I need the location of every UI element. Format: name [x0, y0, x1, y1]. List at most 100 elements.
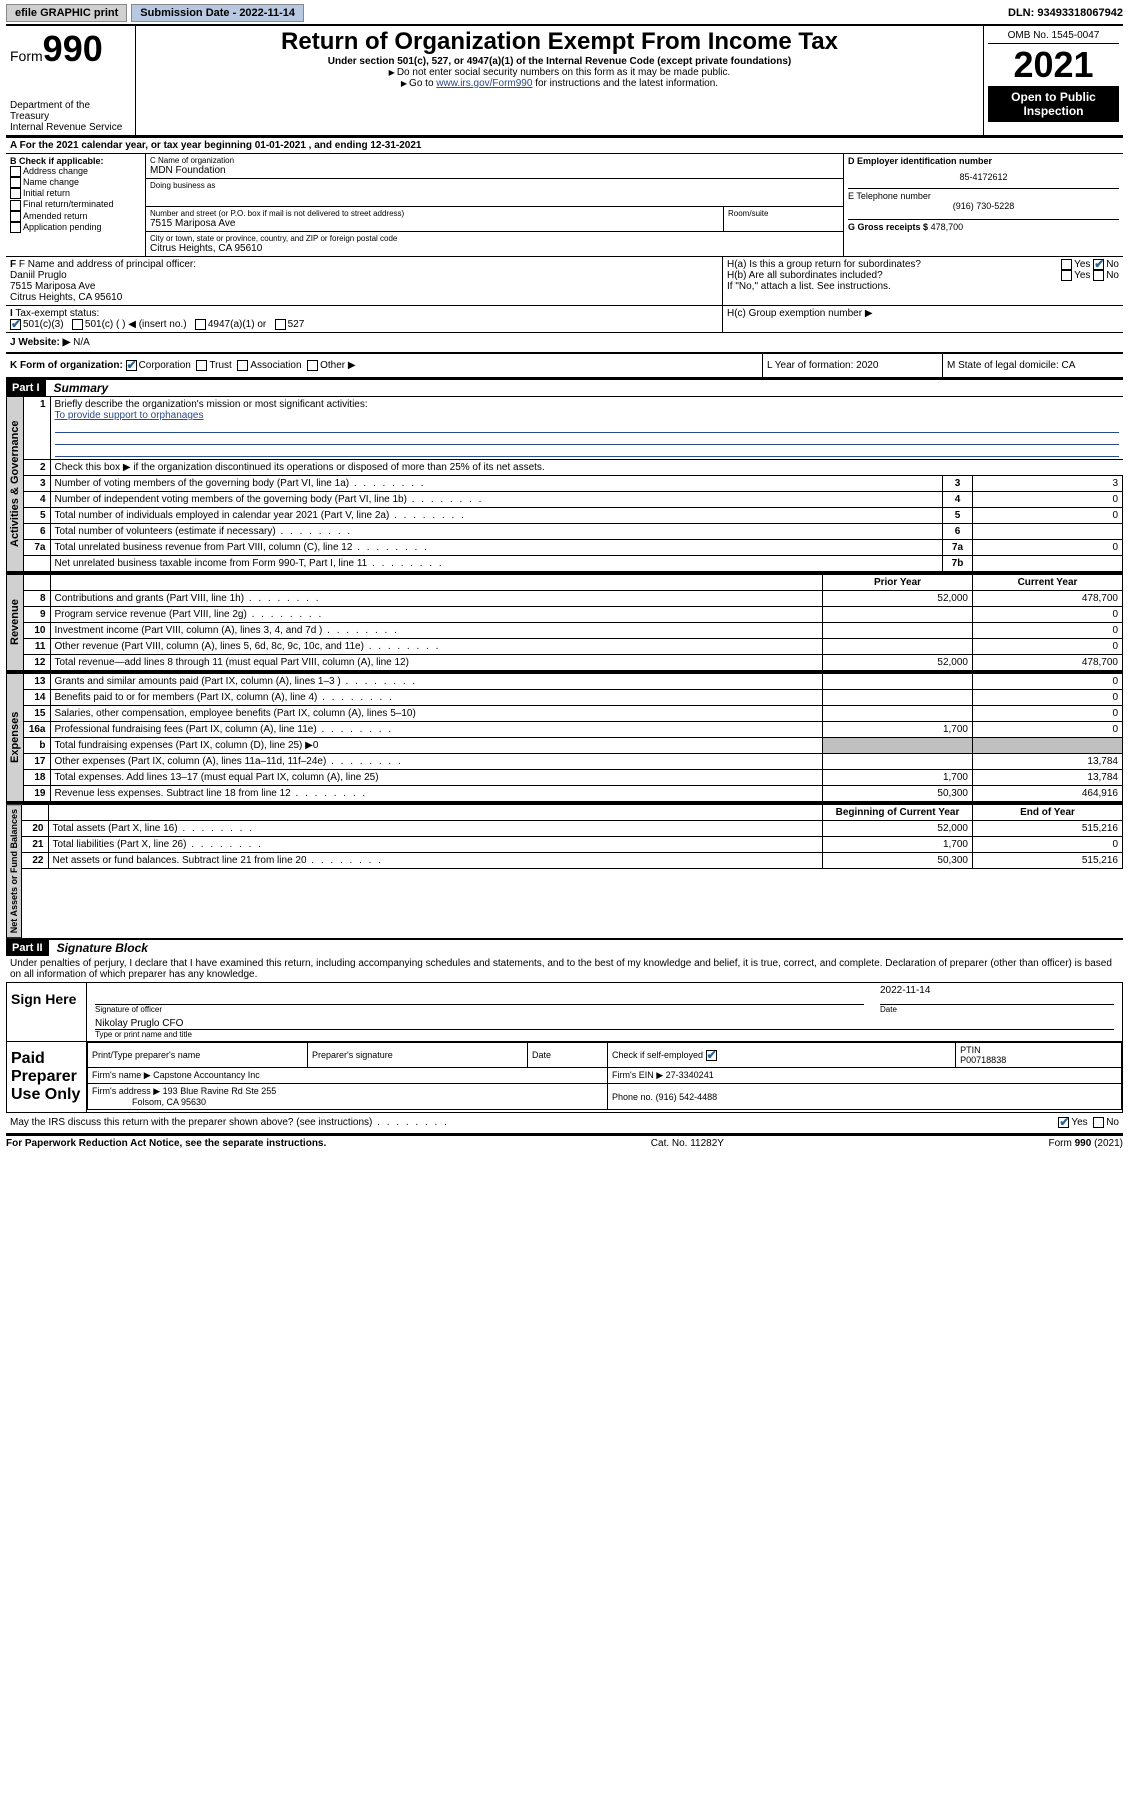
form-header: Form990 Department of the Treasury Inter…	[6, 26, 1123, 136]
officer-name-title: Nikolay Pruglo CFO	[95, 1018, 1114, 1030]
ha-yes[interactable]	[1061, 259, 1072, 270]
check-address-change[interactable]	[10, 166, 21, 177]
table-row: 21Total liabilities (Part X, line 26)1,7…	[22, 837, 1123, 853]
check-initial-return[interactable]	[10, 188, 21, 199]
check-corp[interactable]	[126, 360, 137, 371]
instruction-1: Do not enter social security numbers on …	[140, 67, 979, 78]
hb-no[interactable]	[1093, 270, 1104, 281]
table-row: 10Investment income (Part VIII, column (…	[24, 623, 1123, 639]
firm-phone: (916) 542-4488	[656, 1092, 718, 1102]
line-a: A For the 2021 calendar year, or tax yea…	[6, 136, 1123, 154]
table-row: 19Revenue less expenses. Subtract line 1…	[24, 786, 1123, 802]
table-row: 7aTotal unrelated business revenue from …	[24, 540, 1123, 556]
revenue-table: Prior YearCurrent Year 8Contributions an…	[24, 574, 1123, 671]
irs-label: Internal Revenue Service	[10, 122, 131, 133]
goto-post: for instructions and the latest informat…	[532, 78, 718, 89]
discuss-yes[interactable]	[1058, 1117, 1069, 1128]
check-assoc[interactable]	[237, 360, 248, 371]
ein-label: D Employer identification number	[848, 156, 1119, 166]
table-row: 20Total assets (Part X, line 16)52,00051…	[22, 821, 1123, 837]
top-toolbar: efile GRAPHIC print Submission Date - 20…	[6, 4, 1123, 22]
table-row: 6Total number of volunteers (estimate if…	[24, 524, 1123, 540]
officer-addr1: 7515 Mariposa Ave	[10, 281, 718, 292]
check-4947[interactable]	[195, 319, 206, 330]
table-row: 22Net assets or fund balances. Subtract …	[22, 853, 1123, 869]
irs-link[interactable]: www.irs.gov/Form990	[436, 78, 532, 89]
hb-note: If "No," attach a list. See instructions…	[727, 281, 1119, 292]
table-row: 14Benefits paid to or for members (Part …	[24, 690, 1123, 706]
tab-activities: Activities & Governance	[6, 396, 24, 572]
org-name: MDN Foundation	[150, 165, 839, 176]
paperwork-notice: For Paperwork Reduction Act Notice, see …	[6, 1138, 326, 1149]
check-name-change[interactable]	[10, 177, 21, 188]
discuss-row: May the IRS discuss this return with the…	[6, 1113, 1123, 1133]
tab-revenue: Revenue	[6, 574, 24, 671]
hb-yes[interactable]	[1061, 270, 1072, 281]
signature-block: Sign Here Signature of officer 2022-11-1…	[6, 982, 1123, 1042]
city-label: City or town, state or province, country…	[150, 234, 839, 243]
part-i-header: Part I Summary	[6, 379, 1123, 396]
website-row: J Website: ▶ N/A	[6, 333, 1123, 354]
form-title: Return of Organization Exempt From Incom…	[140, 28, 979, 56]
check-527[interactable]	[275, 319, 286, 330]
firm-addr1: 193 Blue Ravine Rd Ste 255	[163, 1086, 277, 1096]
tax-status-row: I Tax-exempt status: 501(c)(3) 501(c) ( …	[6, 306, 1123, 333]
table-row: 17Other expenses (Part IX, column (A), l…	[24, 754, 1123, 770]
form-number: 990	[43, 28, 103, 69]
room-label: Room/suite	[728, 209, 839, 218]
tab-net-assets: Net Assets or Fund Balances	[6, 804, 22, 938]
check-self-employed[interactable]	[706, 1050, 717, 1061]
table-row: 11Other revenue (Part VIII, column (A), …	[24, 639, 1123, 655]
prep-name-col: Print/Type preparer's name	[88, 1043, 308, 1068]
check-amended[interactable]	[10, 211, 21, 222]
submission-date-button[interactable]: Submission Date - 2022-11-14	[131, 4, 304, 22]
mission-text[interactable]: To provide support to orphanages	[55, 410, 204, 421]
table-row: 18Total expenses. Add lines 13–17 (must …	[24, 770, 1123, 786]
check-501c3[interactable]	[10, 319, 21, 330]
table-row: 9Program service revenue (Part VIII, lin…	[24, 607, 1123, 623]
subtitle-1: Under section 501(c), 527, or 4947(a)(1)…	[140, 56, 979, 67]
officer-addr2: Citrus Heights, CA 95610	[10, 292, 718, 303]
table-row: 13Grants and similar amounts paid (Part …	[24, 674, 1123, 690]
table-row: 15Salaries, other compensation, employee…	[24, 706, 1123, 722]
org-city: Citrus Heights, CA 95610	[150, 243, 839, 254]
officer-group-row: F F Name and address of principal office…	[6, 257, 1123, 306]
dln-label: DLN: 93493318067942	[1008, 7, 1123, 19]
table-row: 8Contributions and grants (Part VIII, li…	[24, 591, 1123, 607]
prep-sig-col: Preparer's signature	[308, 1043, 528, 1068]
paid-preparer-block: Paid Preparer Use Only Print/Type prepar…	[6, 1042, 1123, 1113]
ein-value: 85-4172612	[848, 166, 1119, 188]
check-501c[interactable]	[72, 319, 83, 330]
box-b-label: B Check if applicable:	[10, 156, 141, 166]
phone-label: E Telephone number	[848, 188, 1119, 201]
governance-table: 1 Briefly describe the organization's mi…	[24, 396, 1123, 572]
year-formation: L Year of formation: 2020	[763, 354, 943, 377]
identity-block: B Check if applicable: Address change Na…	[6, 154, 1123, 257]
table-row: 12Total revenue—add lines 8 through 11 (…	[24, 655, 1123, 671]
sig-date-value: 2022-11-14	[880, 985, 1114, 1005]
firm-name: Capstone Accountancy Inc	[153, 1070, 260, 1080]
check-final-return[interactable]	[10, 200, 21, 211]
check-app-pending[interactable]	[10, 222, 21, 233]
ha-no[interactable]	[1093, 259, 1104, 270]
table-row: 5Total number of individuals employed in…	[24, 508, 1123, 524]
officer-name: Daniil Pruglo	[10, 270, 718, 281]
org-name-label: C Name of organization	[150, 156, 839, 165]
sig-officer-label: Signature of officer	[95, 1005, 864, 1014]
paid-prep-label: Paid Preparer Use Only	[7, 1042, 87, 1112]
discuss-no[interactable]	[1093, 1117, 1104, 1128]
tab-expenses: Expenses	[6, 673, 24, 802]
check-other[interactable]	[307, 360, 318, 371]
footer-row: For Paperwork Reduction Act Notice, see …	[6, 1134, 1123, 1149]
name-title-label: Type or print name and title	[95, 1030, 1114, 1039]
sign-here-label: Sign Here	[7, 983, 87, 1041]
hb-label: H(b) Are all subordinates included?	[727, 270, 883, 281]
gross-receipts-label: G Gross receipts $	[848, 222, 928, 232]
firm-ein: 27-3340241	[666, 1070, 714, 1080]
efile-button[interactable]: efile GRAPHIC print	[6, 4, 127, 22]
prep-date-col: Date	[528, 1043, 608, 1068]
check-trust[interactable]	[196, 360, 207, 371]
table-row: bTotal fundraising expenses (Part IX, co…	[24, 738, 1123, 754]
dba-label: Doing business as	[150, 181, 839, 190]
omb-number: OMB No. 1545-0047	[988, 28, 1119, 44]
